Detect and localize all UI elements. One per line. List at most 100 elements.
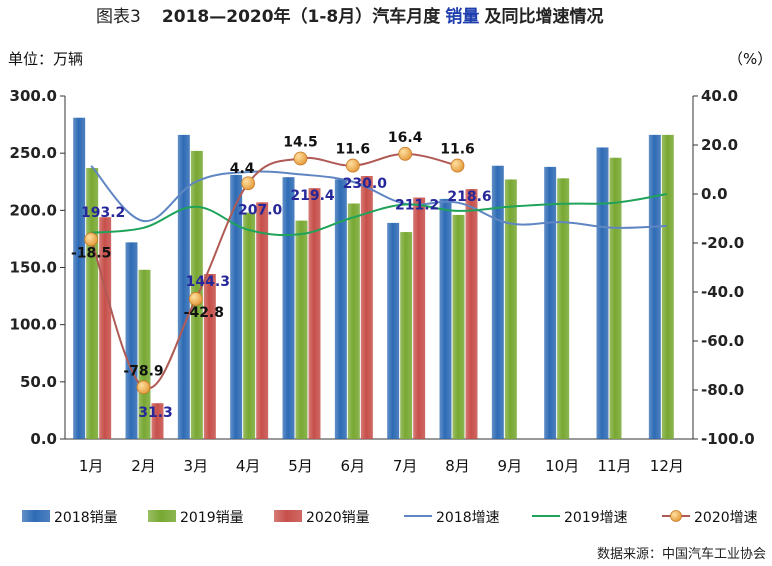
bar-2019销量 [400, 232, 413, 439]
bar-2018销量 [73, 117, 86, 440]
legend-label: 2018销量 [54, 510, 118, 526]
right-tick-label: 20.0 [701, 136, 738, 154]
legend-label: 2019增速 [564, 510, 628, 526]
data-label-2020-growth: 4.4 [230, 161, 255, 177]
bar-2018销量 [334, 179, 347, 440]
bar-2020销量 [99, 217, 112, 439]
legend: 2018销量 2019销量 2020销量 2018增速 2019增速 2020增速 [22, 510, 758, 526]
data-source: 数据来源：中国汽车工业协会 [597, 546, 766, 562]
bar-2019销量 [138, 269, 151, 439]
x-tick-label: 7月 [393, 457, 418, 475]
x-tick-label: 12月 [650, 457, 684, 475]
legend-label: 2019销量 [180, 510, 244, 526]
x-tick-label: 9月 [498, 457, 523, 475]
bar-2018销量 [177, 134, 190, 439]
bar-2018销量 [544, 166, 557, 440]
right-tick-label: -80.0 [701, 381, 744, 399]
bar-2020销量 [151, 403, 164, 439]
line-2019增速 [91, 193, 667, 237]
left-tick-label: 100.0 [10, 316, 57, 334]
data-label-2020-growth: -42.8 [184, 305, 224, 321]
bar-2018销量 [125, 242, 138, 439]
right-tick-label: 40.0 [701, 87, 738, 105]
bar-2018销量 [387, 222, 400, 439]
legend-label: 2020增速 [694, 510, 758, 526]
bar-2019销量 [661, 134, 674, 439]
data-label-2020-growth: 16.4 [388, 130, 423, 146]
marker-2020 [241, 176, 256, 191]
right-tick-label: -40.0 [701, 283, 744, 301]
marker-2020 [398, 146, 413, 161]
data-label-2020-growth: 11.6 [440, 142, 475, 158]
x-tick-label: 4月 [236, 457, 261, 475]
data-label-2020-growth: -78.9 [123, 363, 163, 379]
bar-2019销量 [609, 157, 622, 440]
x-tick-label: 2月 [131, 457, 156, 475]
left-unit-label: 单位：万辆 [8, 50, 83, 68]
left-tick-label: 200.0 [10, 201, 57, 219]
x-tick-label: 6月 [341, 457, 366, 475]
line-2018增速 [90, 165, 667, 229]
marker-2020 [293, 151, 308, 166]
bar-2019销量 [295, 220, 308, 439]
legend-label: 2020销量 [306, 510, 370, 526]
bar-2018销量 [230, 174, 243, 439]
legend-label: 2018增速 [436, 510, 500, 526]
x-tick-label: 1月 [79, 457, 104, 475]
left-tick-label: 250.0 [10, 144, 57, 162]
plot-area: 0.0 50.0 100.0 150.0 200.0 250.0 300.0 -100.0 -8… [10, 87, 755, 475]
data-label-2020-sales: 230.0 [343, 176, 388, 192]
right-unit-label: （%） [728, 50, 772, 68]
marker-2020 [136, 380, 151, 395]
data-label-2020-growth: 11.6 [336, 142, 371, 158]
data-label-2020-sales: 31.3 [138, 405, 173, 421]
bar-2018销量 [282, 177, 295, 439]
bar-2019销量 [504, 179, 517, 440]
data-label-2020-sales: 211.2 [395, 198, 439, 214]
x-tick-label: 3月 [184, 457, 209, 475]
bar-2020销量 [308, 188, 321, 439]
right-tick-label: -20.0 [701, 234, 744, 252]
bar-2019销量 [557, 178, 570, 439]
chart-title-prefix: 图表3 [96, 7, 141, 27]
marker-2020 [345, 158, 360, 173]
data-label-2020-sales: 218.6 [447, 189, 491, 205]
bar-2019销量 [452, 214, 465, 439]
chart-title-tail: 及同比增速情况 [484, 6, 603, 27]
legend-swatch [22, 510, 50, 522]
bar-2020销量 [256, 202, 269, 439]
legend-swatch [274, 510, 302, 522]
x-tick-label: 10月 [545, 457, 579, 475]
right-tick-label: -100.0 [701, 430, 755, 448]
data-label-2020-sales: 144.3 [186, 274, 230, 290]
x-tick-label: 5月 [288, 457, 313, 475]
bar-2018销量 [648, 134, 661, 439]
legend-marker [670, 510, 682, 522]
bar-2019销量 [243, 212, 256, 439]
chart-title: 图表3 2018—2020年（1-8月）汽车月度 销量 及同比增速情况 [96, 6, 603, 27]
bar-2018销量 [491, 165, 504, 439]
bar-2020销量 [465, 189, 478, 439]
chart-title-main: 2018—2020年（1-8月）汽车月度 [162, 6, 441, 27]
legend-swatch [148, 510, 176, 522]
data-label-2020-growth: 14.5 [283, 134, 318, 150]
bar-2020销量 [360, 176, 373, 440]
bar-2018销量 [439, 198, 452, 439]
left-tick-label: 150.0 [10, 259, 57, 277]
left-tick-label: 50.0 [20, 373, 57, 391]
right-tick-label: 0.0 [701, 185, 728, 203]
x-tick-label: 8月 [445, 457, 470, 475]
bar-2020销量 [203, 274, 216, 439]
x-tick-label: 11月 [597, 457, 631, 475]
bar-2020销量 [413, 197, 426, 439]
left-tick-label: 0.0 [30, 430, 57, 448]
marker-2020 [188, 291, 203, 306]
data-label-2020-growth: -18.5 [71, 245, 111, 261]
data-label-2020-sales: 193.2 [81, 205, 125, 221]
chart-title-accent: 销量 [445, 6, 479, 27]
marker-2020 [450, 158, 465, 173]
left-tick-label: 300.0 [10, 87, 57, 105]
marker-2020 [84, 232, 99, 247]
bar-2018销量 [596, 147, 609, 439]
